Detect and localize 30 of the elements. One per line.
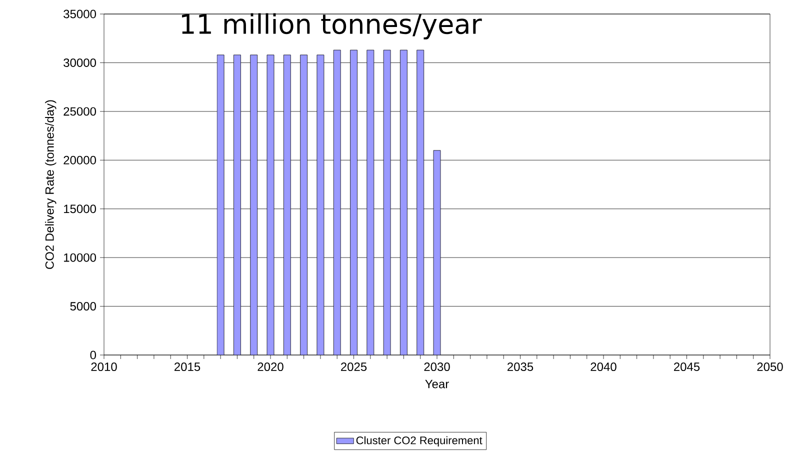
x-tick-label: 2020: [258, 362, 284, 372]
bar: [333, 50, 341, 355]
x-axis-title: Year: [425, 380, 449, 388]
bar: [400, 50, 408, 355]
bar: [416, 50, 424, 355]
bar: [300, 54, 308, 355]
bar: [283, 54, 291, 355]
x-tick-label: 2010: [91, 362, 117, 372]
bar: [250, 54, 258, 355]
x-tick-label: 2015: [174, 362, 200, 372]
x-tick-label: 2035: [508, 362, 534, 372]
y-tick-label: 0: [90, 350, 96, 360]
bar: [350, 50, 358, 355]
bar: [366, 50, 374, 355]
bar: [234, 54, 241, 355]
y-tick-label: 10000: [64, 253, 96, 262]
y-tick-label: 25000: [64, 107, 96, 116]
y-tick-label: 20000: [64, 156, 96, 164]
x-tick-label: 2040: [590, 362, 616, 372]
x-tick-label: 2030: [424, 362, 450, 372]
y-tick-label: 35000: [64, 10, 96, 18]
x-tick-label: 2050: [757, 362, 783, 372]
y-tick-label: 15000: [64, 204, 96, 214]
x-tick-label: 2045: [674, 362, 700, 372]
y-tick-label: 5000: [70, 302, 96, 311]
x-tick-label: 2025: [341, 362, 367, 372]
y-axis-title: CO2 Delivery Rate (tonnes/day): [45, 100, 56, 269]
legend-label: Cluster CO2 Requirement: [356, 436, 482, 446]
chart-title: 11 million tonnes/year: [182, 13, 482, 40]
y-tick-label: 30000: [64, 58, 96, 67]
